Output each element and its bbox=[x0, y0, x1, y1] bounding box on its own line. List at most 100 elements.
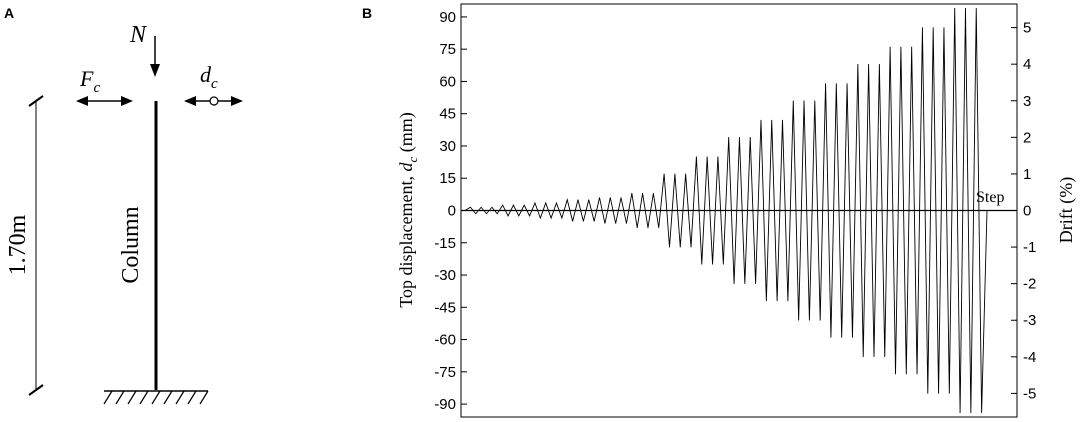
cycle-peak bbox=[905, 373, 907, 375]
cycle-peak bbox=[647, 227, 649, 229]
axial-load-arrowhead bbox=[150, 64, 160, 77]
y2-tick-label: -1 bbox=[1023, 239, 1036, 256]
cycle-peak bbox=[981, 412, 983, 414]
cycle-peak bbox=[900, 46, 902, 48]
height-tick-top bbox=[28, 95, 44, 107]
cycle-peak bbox=[722, 263, 724, 265]
displacement-symbol: dc bbox=[200, 62, 218, 92]
cycle-peak bbox=[534, 202, 536, 204]
force-arrowhead-left bbox=[76, 96, 88, 106]
cycle-peak bbox=[884, 356, 886, 358]
cycle-peak bbox=[582, 220, 584, 222]
y2-axis-title: Drift (%) bbox=[1056, 177, 1077, 243]
y2-tick-label: -4 bbox=[1023, 349, 1036, 366]
cycle-peak bbox=[744, 283, 746, 285]
cycle-peak bbox=[496, 213, 498, 215]
cycle-peak bbox=[712, 263, 713, 265]
cycle-peak bbox=[835, 83, 837, 84]
cycle-peak bbox=[819, 319, 821, 321]
cycle-peak bbox=[771, 119, 773, 121]
cycle-peak bbox=[798, 319, 800, 321]
cycle-peak bbox=[841, 337, 843, 338]
cycle-peak bbox=[954, 7, 956, 9]
cycle-peak bbox=[868, 63, 870, 65]
left-axis: 90 75 60 45 30 15 0 -15 -30 -45 -60 -75 -90 bbox=[434, 9, 467, 413]
cycle-peak bbox=[814, 100, 816, 102]
cycle-peak bbox=[965, 7, 966, 9]
panel-b: B 90 75 60 45 30 15 0 -15 -30 -45 -60 -75 -90 5 4 3 2 1 0… bbox=[362, 3, 1077, 418]
cycle-peak bbox=[561, 217, 563, 219]
cycle-peak bbox=[776, 300, 778, 302]
cycle-peak bbox=[927, 392, 929, 394]
cycle-peak bbox=[733, 283, 735, 285]
cycle-peak bbox=[911, 46, 913, 48]
y-tick-label: 30 bbox=[439, 138, 456, 155]
cycle-peak bbox=[620, 197, 622, 198]
cycle-peak bbox=[895, 373, 896, 375]
y-tick-label: -45 bbox=[434, 299, 456, 316]
cycle-peak bbox=[846, 83, 848, 84]
y2-tick-label: -2 bbox=[1023, 276, 1036, 293]
y-tick-label: 60 bbox=[439, 73, 456, 90]
y2-tick-label: 0 bbox=[1023, 203, 1031, 220]
y-tick-label: 45 bbox=[439, 106, 456, 123]
panel-a: A N Fc dc Column bbox=[4, 5, 243, 405]
cycle-peak bbox=[765, 300, 767, 302]
y-tick-label: -75 bbox=[434, 364, 456, 381]
cycle-peak bbox=[566, 199, 568, 201]
cycle-peak bbox=[529, 215, 530, 217]
displacement-history-line bbox=[464, 8, 988, 413]
cycle-peak bbox=[572, 220, 574, 222]
cycle-peak bbox=[626, 223, 627, 224]
cycle-peak bbox=[938, 392, 939, 394]
cycle-peak bbox=[825, 83, 826, 84]
cycle-peak bbox=[588, 199, 590, 201]
cycle-peak bbox=[803, 100, 805, 102]
y2-tick-label: 3 bbox=[1023, 93, 1031, 110]
cycle-peak bbox=[609, 197, 611, 198]
y2-tick-label: 1 bbox=[1023, 166, 1031, 183]
cycle-peak bbox=[615, 223, 617, 224]
cycle-peak bbox=[690, 246, 692, 248]
height-tick-bottom bbox=[28, 384, 44, 396]
cycle-peak bbox=[539, 217, 541, 219]
cycle-peak bbox=[545, 202, 547, 204]
cycle-peak bbox=[830, 337, 832, 338]
cycle-peak bbox=[679, 246, 681, 248]
y-tick-label: -90 bbox=[434, 396, 456, 413]
y2-tick-label: -3 bbox=[1023, 312, 1036, 329]
cycle-peak bbox=[599, 197, 600, 198]
panel-a-label: A bbox=[4, 5, 14, 21]
y-tick-label: 90 bbox=[439, 9, 456, 26]
y-tick-label: 15 bbox=[439, 170, 456, 187]
panel-b-label: B bbox=[362, 5, 372, 21]
cycle-peak bbox=[593, 220, 595, 222]
base-hatching bbox=[103, 390, 209, 405]
cycle-peak bbox=[922, 27, 923, 29]
cycle-peak bbox=[862, 356, 864, 358]
displacement-arrowhead-left bbox=[184, 96, 196, 106]
y2-tick-label: 2 bbox=[1023, 129, 1031, 146]
cycle-peak bbox=[631, 192, 633, 194]
y-tick-label: -60 bbox=[434, 332, 456, 349]
cycle-peak bbox=[604, 223, 606, 224]
y2-tick-label: 5 bbox=[1023, 20, 1031, 37]
height-label: 1.70m bbox=[5, 214, 31, 275]
y-tick-label: 75 bbox=[439, 41, 456, 58]
cycle-peak bbox=[486, 213, 487, 215]
cycle-peak bbox=[782, 119, 783, 121]
cycle-peak bbox=[518, 215, 520, 217]
cycle-peak bbox=[642, 192, 643, 194]
cycle-peak bbox=[556, 202, 557, 204]
y2-tick-label: 4 bbox=[1023, 56, 1031, 73]
cycle-peak bbox=[878, 63, 880, 65]
displacement-sensor-marker bbox=[209, 96, 219, 106]
cycle-peak bbox=[717, 156, 719, 158]
cycle-peak bbox=[696, 156, 697, 158]
cycle-peak bbox=[852, 337, 853, 338]
cycle-peak bbox=[658, 227, 660, 229]
cycle-peak bbox=[502, 204, 504, 206]
cycle-peak bbox=[857, 63, 859, 65]
cycle-peak bbox=[932, 27, 934, 29]
